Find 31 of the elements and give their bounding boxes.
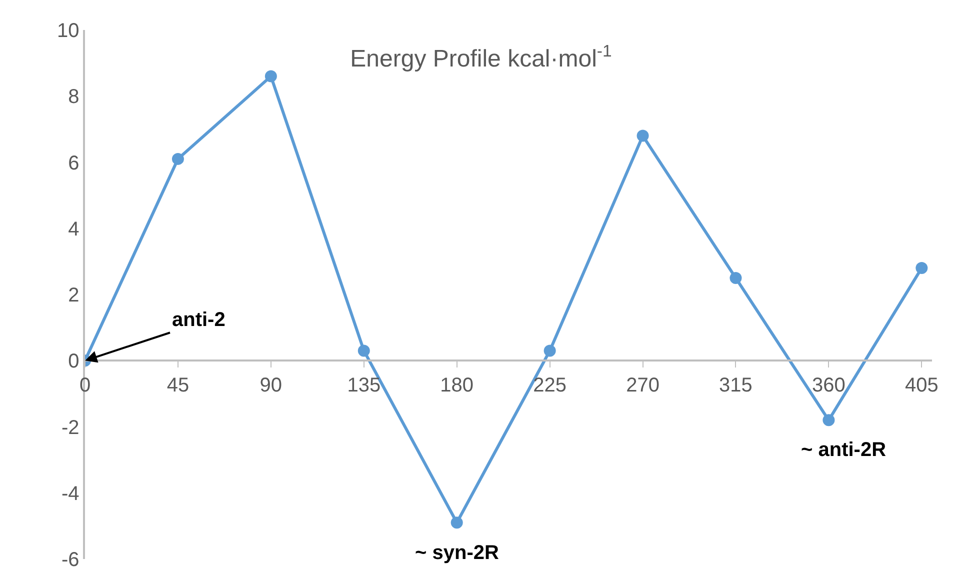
y-tick-label: -4 xyxy=(61,482,80,505)
point xyxy=(264,70,277,82)
point xyxy=(822,414,835,426)
x-tick-label: 315 xyxy=(719,374,752,396)
y-tick-label: -2 xyxy=(61,416,80,439)
annotation: ~ syn-2R xyxy=(415,542,500,564)
y-tick-label: 0 xyxy=(68,350,80,373)
point xyxy=(636,130,649,142)
x-tick-label: 180 xyxy=(440,374,474,396)
y-tick-label: 2 xyxy=(68,284,80,306)
x-tick-label: 405 xyxy=(904,374,938,396)
annotation: ~ anti-2R xyxy=(801,439,887,461)
point xyxy=(358,344,370,357)
x-tick-label: 90 xyxy=(260,374,282,396)
point xyxy=(172,152,184,165)
point xyxy=(450,516,463,529)
point xyxy=(730,272,742,284)
point xyxy=(544,344,556,357)
x-tick-label: 45 xyxy=(166,374,190,396)
text: Energy Profile kcal·mol$^{-1}$ xyxy=(350,42,612,73)
x-tick-label: 270 xyxy=(626,374,660,396)
x-tick-label: 225 xyxy=(533,374,567,396)
point xyxy=(916,262,928,274)
y-tick-label: 6 xyxy=(68,152,80,174)
x-tick-label: 135 xyxy=(347,374,381,396)
x-tick-label: 360 xyxy=(812,374,846,396)
annotation: anti-2 xyxy=(172,309,226,331)
y-tick-label: 8 xyxy=(68,86,80,108)
y-tick-label: 10 xyxy=(57,20,80,42)
y-tick-label: 4 xyxy=(68,218,80,240)
y-tick-label: -6 xyxy=(61,549,80,571)
